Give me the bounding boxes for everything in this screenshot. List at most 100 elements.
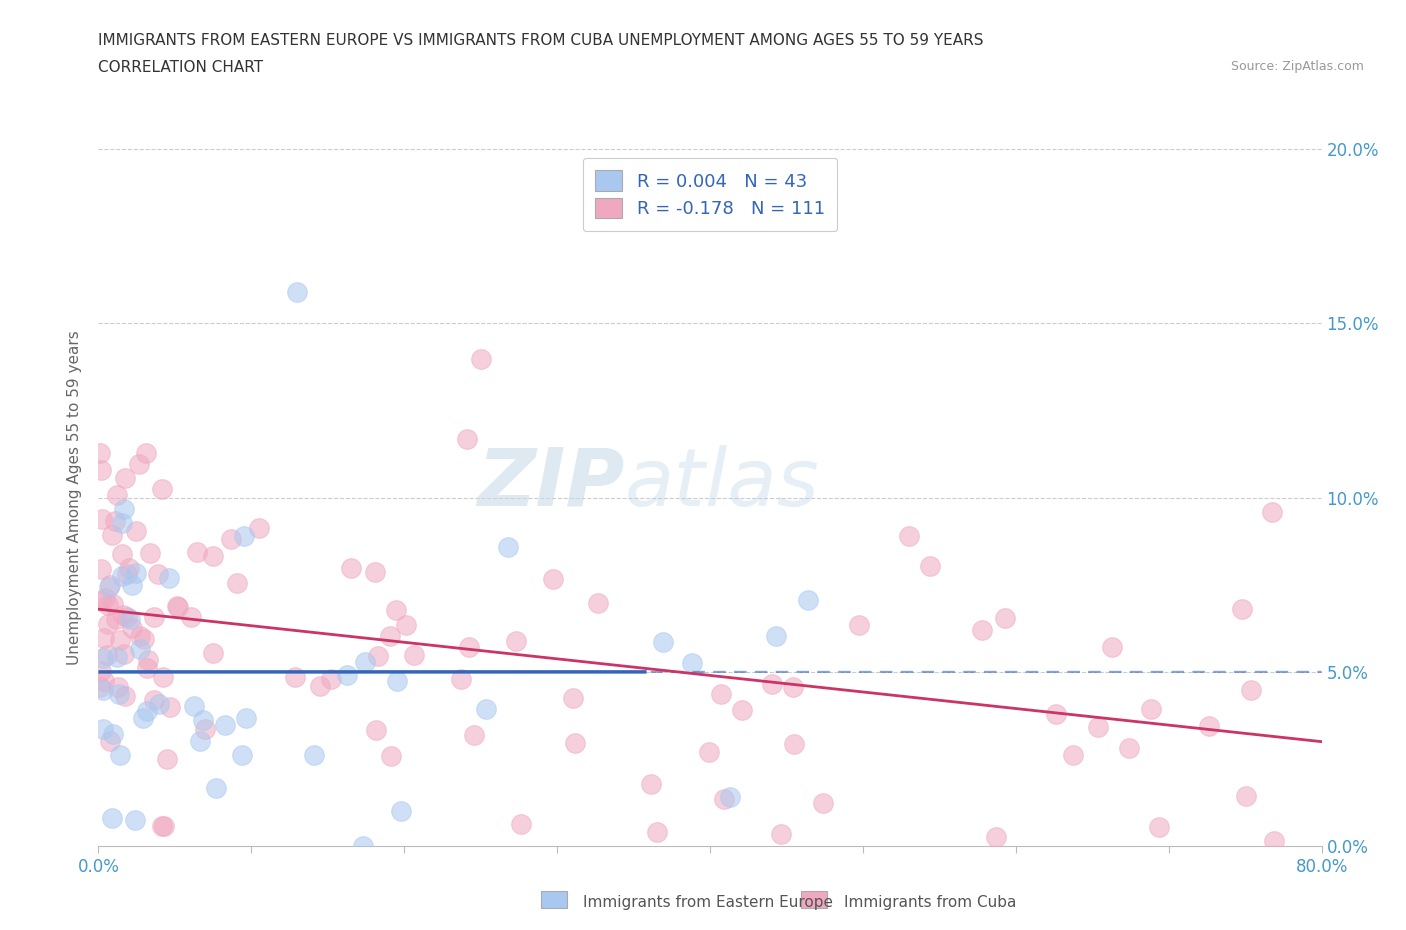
- Point: [336, 668, 359, 683]
- Point: [115, 566, 138, 581]
- Point: [135, 660, 157, 675]
- Point: [100, 578, 122, 592]
- Text: CORRELATION CHART: CORRELATION CHART: [98, 60, 263, 75]
- Point: [970, 622, 993, 637]
- Point: [91, 651, 114, 666]
- Point: [183, 698, 205, 713]
- Point: [681, 656, 703, 671]
- Point: [107, 680, 129, 695]
- Point: [1232, 602, 1254, 617]
- Point: [496, 539, 519, 554]
- Point: [152, 818, 174, 833]
- Point: [456, 432, 478, 446]
- Point: [201, 645, 224, 660]
- Point: [136, 704, 159, 719]
- Point: [588, 596, 610, 611]
- Point: [111, 546, 134, 561]
- Point: [897, 528, 920, 543]
- Point: [112, 646, 135, 661]
- Point: [811, 795, 834, 810]
- Point: [769, 827, 792, 842]
- Point: [564, 736, 586, 751]
- Point: [640, 777, 662, 791]
- Point: [235, 711, 257, 725]
- Point: [367, 648, 389, 663]
- Point: [458, 640, 481, 655]
- Point: [848, 618, 870, 632]
- Point: [994, 610, 1017, 625]
- Point: [1045, 707, 1067, 722]
- Point: [225, 576, 247, 591]
- Point: [143, 610, 166, 625]
- Text: Immigrants from Cuba: Immigrants from Cuba: [844, 895, 1017, 910]
- Point: [475, 701, 498, 716]
- Point: [710, 686, 733, 701]
- Point: [380, 749, 402, 764]
- Point: [97, 617, 120, 631]
- Point: [108, 748, 131, 763]
- Point: [651, 635, 673, 650]
- Point: [188, 734, 211, 749]
- Point: [105, 487, 128, 502]
- Point: [101, 726, 124, 741]
- Point: [718, 789, 741, 804]
- Point: [105, 649, 128, 664]
- Point: [90, 462, 112, 477]
- Point: [150, 482, 173, 497]
- Point: [505, 633, 527, 648]
- Point: [114, 471, 136, 485]
- Point: [541, 572, 564, 587]
- Text: IMMIGRANTS FROM EASTERN EUROPE VS IMMIGRANTS FROM CUBA UNEMPLOYMENT AMONG AGES 5: IMMIGRANTS FROM EASTERN EUROPE VS IMMIGR…: [98, 33, 984, 47]
- Point: [132, 711, 155, 725]
- Point: [364, 723, 387, 737]
- Point: [384, 602, 406, 617]
- Point: [713, 792, 735, 807]
- Point: [214, 718, 236, 733]
- Point: [156, 752, 179, 767]
- Point: [761, 677, 783, 692]
- Point: [352, 839, 374, 854]
- Point: [1087, 720, 1109, 735]
- Point: [93, 674, 115, 689]
- Point: [731, 702, 754, 717]
- Point: [159, 700, 181, 715]
- Point: [104, 612, 127, 627]
- Point: [231, 748, 253, 763]
- Point: [166, 598, 188, 613]
- Point: [285, 285, 308, 299]
- Point: [321, 671, 343, 686]
- Point: [152, 670, 174, 684]
- Point: [395, 618, 418, 632]
- Legend: R = 0.004   N = 43, R = -0.178   N = 111: R = 0.004 N = 43, R = -0.178 N = 111: [582, 158, 838, 232]
- Point: [765, 628, 787, 643]
- Point: [797, 592, 820, 607]
- Point: [194, 722, 217, 737]
- Point: [89, 445, 111, 460]
- Point: [128, 457, 150, 472]
- Point: [90, 593, 112, 608]
- Point: [918, 559, 941, 574]
- Point: [1261, 504, 1284, 519]
- Point: [129, 629, 152, 644]
- Point: [191, 712, 214, 727]
- Point: [93, 591, 115, 605]
- Text: ZIP: ZIP: [477, 445, 624, 523]
- Point: [1198, 719, 1220, 734]
- Point: [219, 532, 242, 547]
- Point: [104, 514, 127, 529]
- Point: [782, 737, 804, 751]
- Point: [143, 692, 166, 707]
- Point: [167, 599, 190, 614]
- Point: [1101, 639, 1123, 654]
- Point: [302, 748, 325, 763]
- Point: [247, 521, 270, 536]
- Point: [118, 561, 141, 576]
- Point: [91, 722, 114, 737]
- Point: [124, 566, 146, 581]
- Point: [121, 621, 143, 636]
- Point: [97, 597, 120, 612]
- Point: [111, 516, 134, 531]
- Point: [136, 653, 159, 668]
- Point: [354, 655, 377, 670]
- Point: [90, 663, 112, 678]
